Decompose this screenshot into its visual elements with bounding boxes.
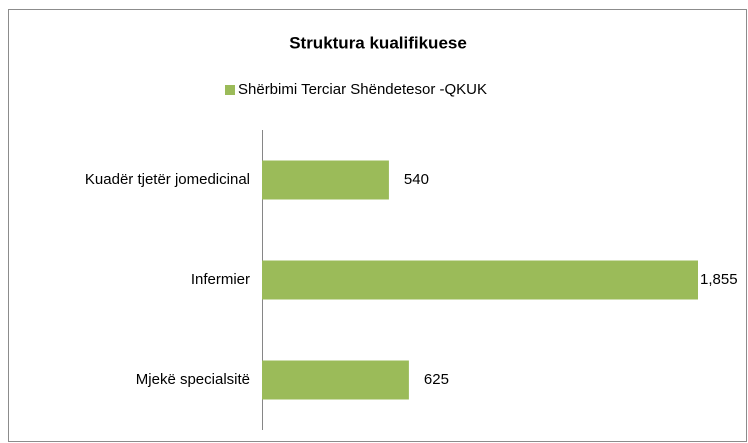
data-label: 625 <box>424 371 449 388</box>
legend-swatch <box>225 85 235 95</box>
legend-label: Shërbimi Terciar Shëndetesor -QKUK <box>238 81 487 98</box>
chart-title: Struktura kualifikuese <box>289 33 467 52</box>
y-tick-label: Mjekë specialsitë <box>136 371 250 388</box>
data-label: 540 <box>404 171 429 188</box>
data-label: 1,855 <box>700 271 738 288</box>
bar <box>262 260 698 300</box>
y-tick-label: Kuadër tjetër jomedicinal <box>85 171 250 188</box>
bar <box>262 360 409 400</box>
y-tick-label: Infermier <box>191 271 250 288</box>
bar <box>262 160 389 200</box>
